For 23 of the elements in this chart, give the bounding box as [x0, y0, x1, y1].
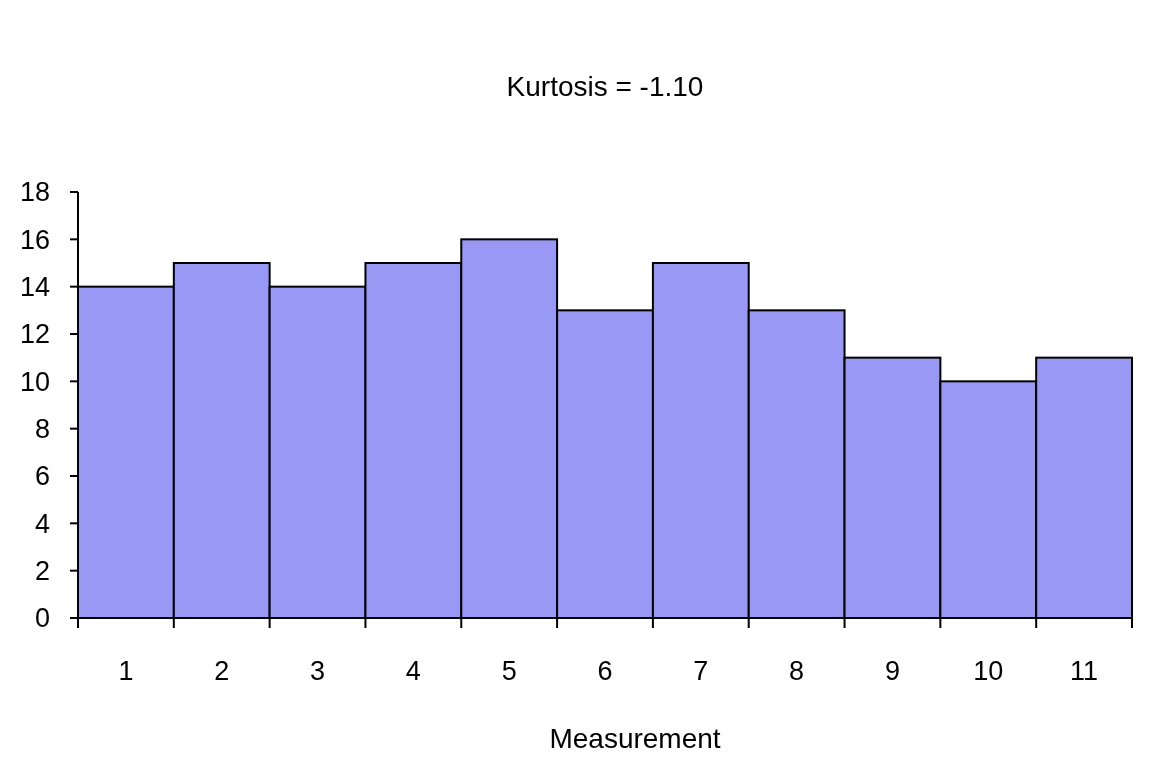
x-tick-label: 8 [789, 656, 805, 686]
y-tick-label: 10 [19, 366, 50, 397]
x-tick-label: 6 [597, 656, 613, 686]
x-tick-label: 9 [884, 656, 900, 686]
y-tick-label: 12 [19, 319, 50, 350]
y-tick-label: 2 [34, 556, 50, 587]
x-tick-label: 2 [214, 656, 230, 686]
y-tick-label: 18 [19, 177, 50, 208]
y-tick-label: 0 [34, 603, 50, 634]
y-tick-label: 16 [19, 224, 50, 255]
x-axis-title: Measurement [549, 723, 721, 754]
y-tick-label: 4 [34, 508, 50, 539]
y-tick-label: 6 [34, 461, 50, 492]
y-tick-label: 8 [34, 414, 50, 445]
x-tick-label: 5 [501, 656, 517, 686]
x-tick-label: 7 [693, 656, 709, 686]
x-tick-label: 4 [405, 656, 421, 686]
x-tick-label: 3 [310, 656, 326, 686]
x-tick-label: 1 [118, 656, 134, 686]
x-tick-label: 10 [973, 656, 1004, 686]
chart-title: Kurtosis = -1.10 [506, 71, 704, 102]
x-tick-label: 11 [1070, 656, 1099, 686]
y-tick-label: 14 [19, 272, 50, 303]
